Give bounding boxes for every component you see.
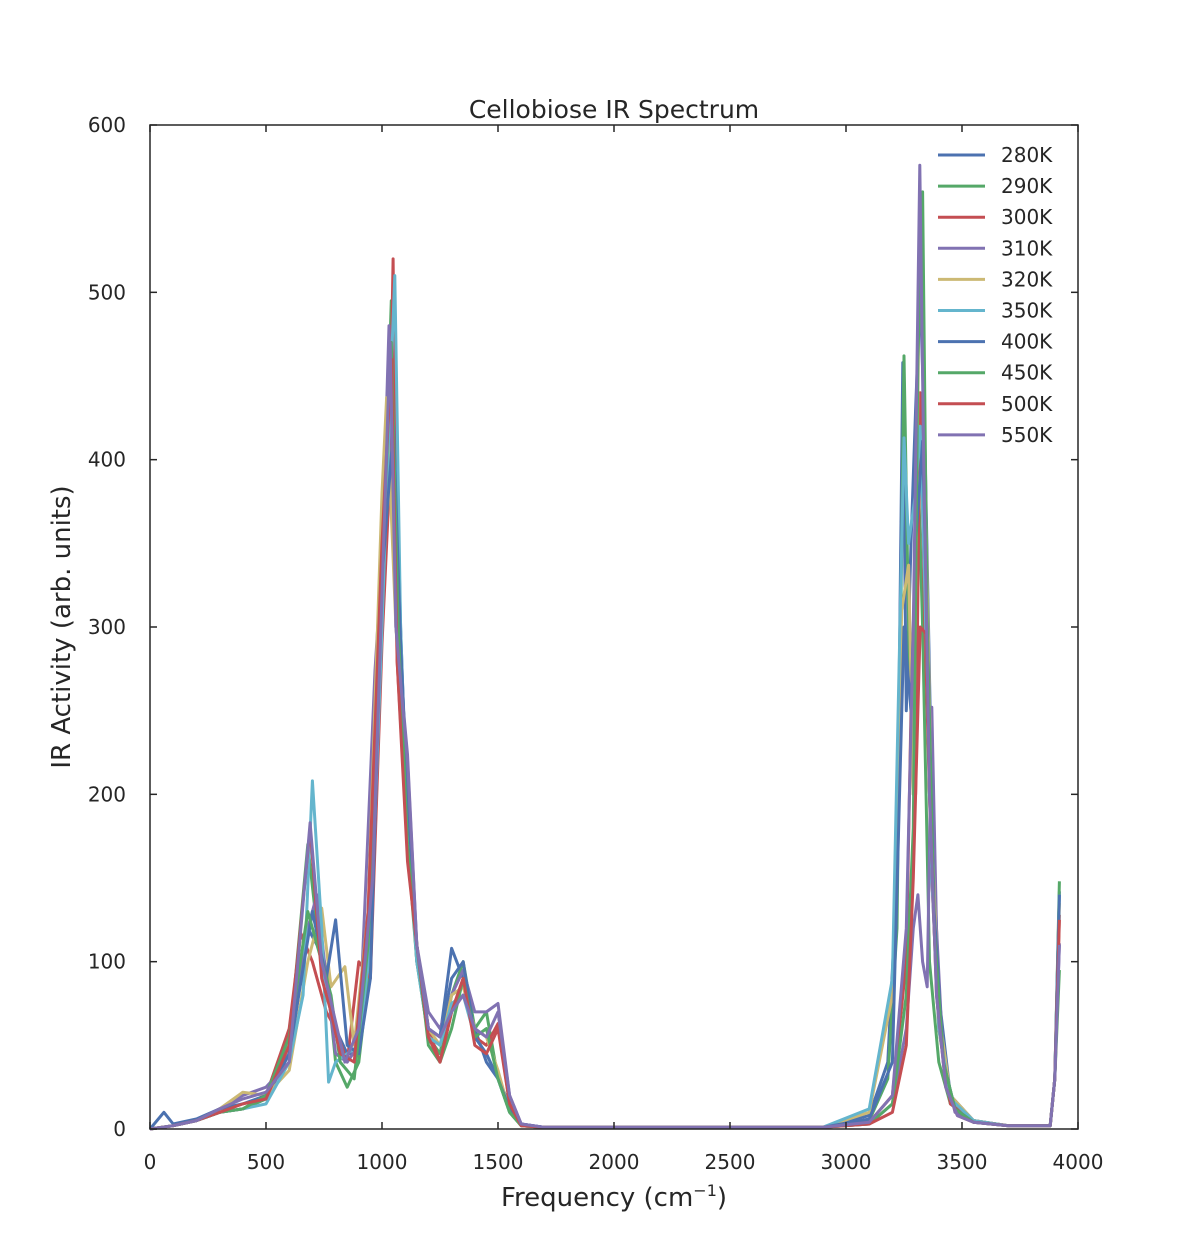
y-axis-label: IR Activity (arb. units) xyxy=(47,485,77,768)
legend-label-300K: 300K xyxy=(1001,205,1053,229)
x-tick-label: 4000 xyxy=(1053,1150,1104,1174)
legend-label-550K: 550K xyxy=(1001,423,1053,447)
series-line-550K xyxy=(149,163,1061,1131)
legend-label-350K: 350K xyxy=(1001,299,1053,323)
x-tick-label: 2000 xyxy=(589,1150,640,1174)
x-axis-label: Frequency (cm−1) xyxy=(501,1181,727,1213)
legend-label-500K: 500K xyxy=(1001,392,1053,416)
legend-label-290K: 290K xyxy=(1001,174,1053,198)
x-axis-label-exponent: −1 xyxy=(693,1181,717,1200)
chart-title: Cellobiose IR Spectrum xyxy=(469,95,759,124)
legend-label-320K: 320K xyxy=(1001,267,1053,291)
x-axis-ticks: 0 500 1000 1500 2000 2500 3000 3500 4000 xyxy=(144,125,1104,1174)
x-tick-label: 2500 xyxy=(705,1150,756,1174)
y-tick-label: 500 xyxy=(88,280,126,304)
legend-label-400K: 400K xyxy=(1001,330,1053,354)
x-tick-label: 3000 xyxy=(821,1150,872,1174)
legend-label-310K: 310K xyxy=(1001,236,1053,260)
series-line-310K xyxy=(149,324,1061,1131)
x-tick-label: 3500 xyxy=(937,1150,988,1174)
legend: 280K 290K 300K 310K 320K 350K 400K 450K 500K 550K xyxy=(938,143,1053,447)
y-tick-label: 0 xyxy=(113,1117,126,1141)
y-tick-label: 200 xyxy=(88,782,126,806)
x-tick-label: 500 xyxy=(247,1150,285,1174)
y-tick-label: 300 xyxy=(88,615,126,639)
x-tick-label: 0 xyxy=(144,1150,157,1174)
series-lines xyxy=(148,163,1061,1131)
legend-label-450K: 450K xyxy=(1001,361,1053,385)
x-tick-label: 1000 xyxy=(357,1150,408,1174)
legend-label-280K: 280K xyxy=(1001,143,1053,167)
y-tick-label: 600 xyxy=(88,113,126,137)
y-axis-ticks: 0 100 200 300 400 500 600 xyxy=(88,113,1078,1141)
y-tick-label: 400 xyxy=(88,448,126,472)
y-tick-label: 100 xyxy=(88,950,126,974)
x-tick-label: 1500 xyxy=(473,1150,524,1174)
x-axis-label-close: ) xyxy=(717,1183,727,1213)
x-axis-label-main: Frequency (cm xyxy=(501,1183,693,1213)
